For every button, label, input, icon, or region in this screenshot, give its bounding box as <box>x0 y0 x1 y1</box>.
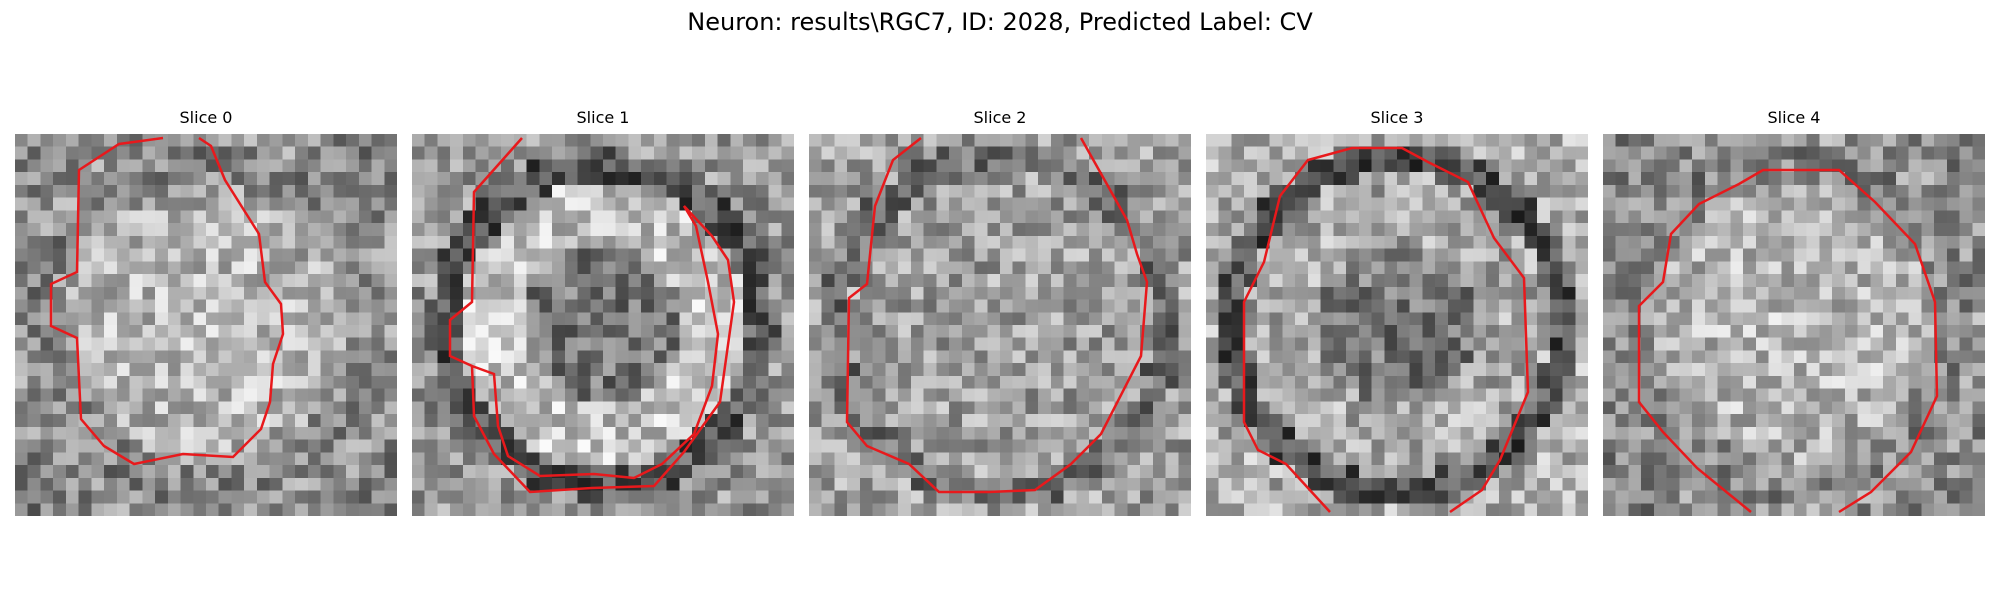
slice-image <box>809 134 1191 516</box>
slice-panel-0: Slice 0 <box>15 108 397 516</box>
cell-contour <box>448 137 736 494</box>
slice-image <box>412 134 794 516</box>
slice-title: Slice 3 <box>1370 108 1424 127</box>
slice-panel-1: Slice 1 <box>412 108 794 516</box>
slice-title: Slice 0 <box>179 108 233 127</box>
slice-panel-4: Slice 4 <box>1603 108 1985 516</box>
slice-panel-2: Slice 2 <box>809 108 1191 516</box>
microscopy-patch <box>1206 134 1588 516</box>
cell-contour <box>49 136 285 466</box>
slice-image <box>15 134 397 516</box>
slice-title: Slice 1 <box>576 108 630 127</box>
microscopy-patch <box>1603 134 1985 516</box>
slice-panel-3: Slice 3 <box>1206 108 1588 516</box>
cell-contour <box>1637 168 1939 514</box>
microscopy-patch <box>809 134 1191 516</box>
cell-contour <box>1242 146 1530 514</box>
figure-title: Neuron: results\RGC7, ID: 2028, Predicte… <box>687 8 1313 36</box>
cell-contour <box>845 137 1149 494</box>
slice-title: Slice 2 <box>973 108 1027 127</box>
slice-title: Slice 4 <box>1767 108 1821 127</box>
slice-image <box>1603 134 1985 516</box>
slice-image <box>1206 134 1588 516</box>
